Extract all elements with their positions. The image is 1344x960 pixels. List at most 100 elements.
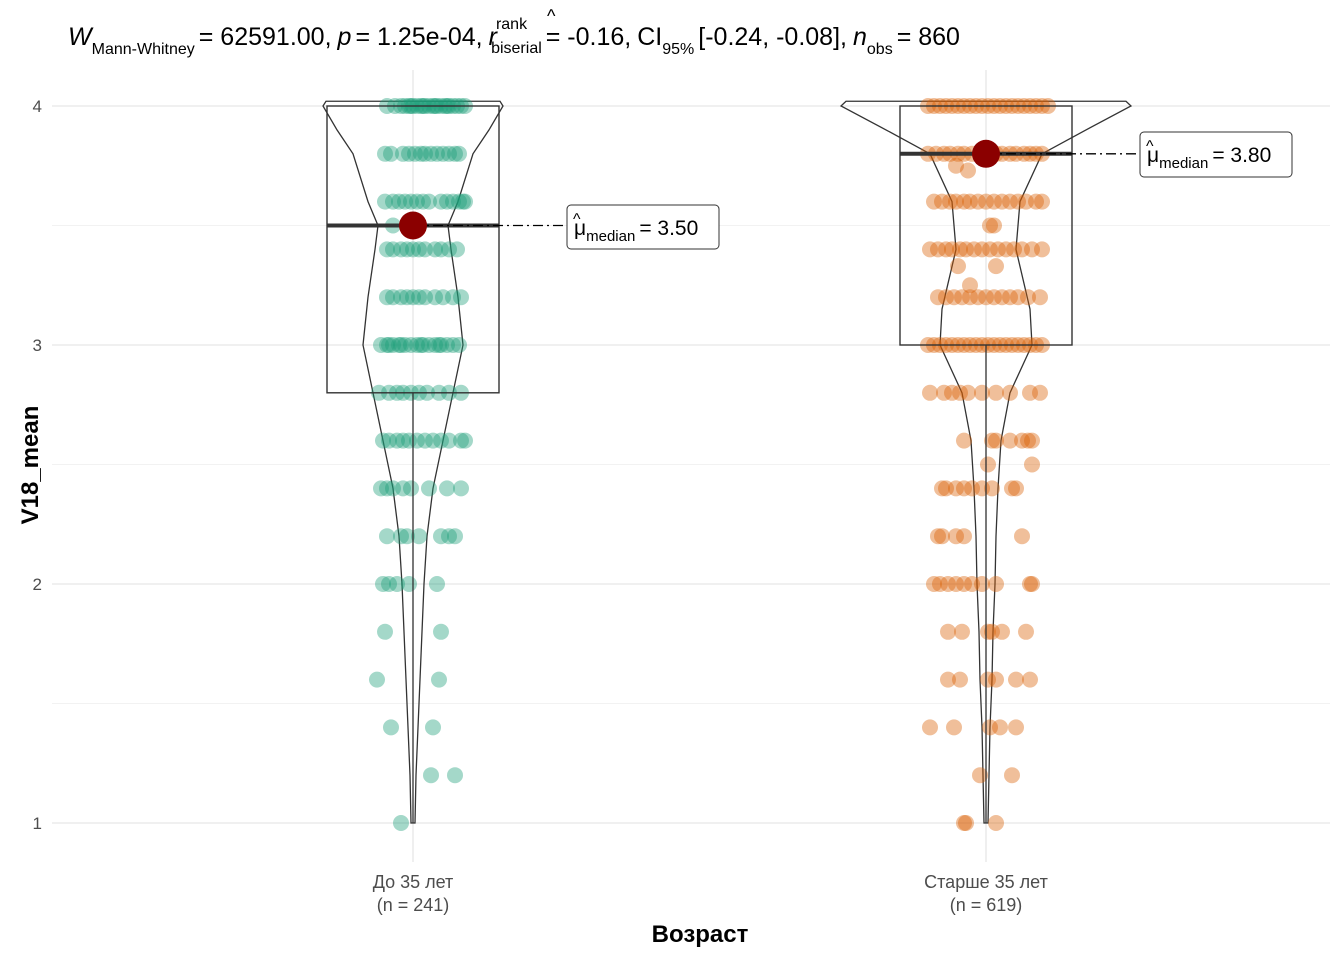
data-point xyxy=(922,241,938,258)
data-point xyxy=(393,528,409,545)
data-point xyxy=(395,480,411,497)
x-tick-n-group1: (n = 241) xyxy=(377,895,450,915)
data-point xyxy=(1008,719,1024,736)
data-point xyxy=(948,576,964,592)
data-point xyxy=(433,337,449,353)
chart-title: WMann-Whitney = 62591.00, p = 1.25e-04, rran… xyxy=(68,16,960,58)
data-point xyxy=(429,145,445,162)
data-point xyxy=(988,432,1004,449)
data-point xyxy=(952,384,968,401)
x-tick-label-group2: Старше 35 лет xyxy=(924,872,1048,892)
data-point xyxy=(984,480,1000,497)
data-point xyxy=(385,241,401,258)
data-point xyxy=(423,767,439,784)
violin-outline xyxy=(839,100,1133,824)
data-point xyxy=(421,337,437,353)
data-point xyxy=(1004,767,1020,784)
x-tick-n-group2: (n = 619) xyxy=(950,895,1023,915)
data-point xyxy=(988,258,1004,275)
data-point xyxy=(1022,671,1038,688)
data-point xyxy=(1022,576,1038,592)
data-point xyxy=(379,241,395,258)
data-point xyxy=(407,145,423,162)
violins xyxy=(322,100,1133,824)
data-point xyxy=(926,193,942,210)
data-point xyxy=(948,528,964,545)
data-point xyxy=(972,767,988,784)
data-point xyxy=(956,576,972,592)
data-point xyxy=(441,432,457,449)
data-point xyxy=(956,193,972,210)
data-point xyxy=(970,289,986,306)
data-point xyxy=(1008,671,1024,688)
data-point xyxy=(950,258,966,275)
data-point xyxy=(974,241,990,258)
data-point xyxy=(425,719,441,736)
data-point xyxy=(383,145,399,162)
data-point xyxy=(369,671,385,688)
data-point xyxy=(940,623,956,640)
data-point xyxy=(962,277,978,294)
data-point xyxy=(409,193,425,210)
data-point xyxy=(952,241,968,258)
data-point xyxy=(998,241,1014,258)
data-point xyxy=(421,480,437,497)
data-point xyxy=(954,289,970,306)
data-point xyxy=(948,193,964,210)
data-point xyxy=(1028,193,1044,210)
data-point xyxy=(413,145,429,162)
data-point xyxy=(956,528,972,545)
data-point xyxy=(1002,384,1018,401)
median-label-text: μmedian = 3.80 xyxy=(1147,144,1271,172)
data-point xyxy=(1014,432,1030,449)
data-point xyxy=(457,432,473,449)
data-point xyxy=(451,193,467,210)
data-point xyxy=(958,241,974,258)
data-point xyxy=(399,289,415,306)
data-point xyxy=(988,384,1004,401)
data-point xyxy=(403,193,419,210)
data-point xyxy=(435,145,451,162)
data-point xyxy=(381,576,397,592)
data-point xyxy=(393,337,409,353)
data-point xyxy=(962,289,978,306)
data-point xyxy=(944,384,960,401)
data-point xyxy=(385,193,401,210)
data-point xyxy=(397,193,413,210)
data-point xyxy=(938,241,954,258)
data-point xyxy=(393,241,409,258)
data-point xyxy=(994,623,1010,640)
data-point xyxy=(449,241,465,258)
data-point xyxy=(984,432,1000,449)
data-point xyxy=(403,337,419,353)
data-point xyxy=(1018,623,1034,640)
data-point xyxy=(433,528,449,545)
data-point xyxy=(982,217,998,234)
mu-hat-accent: ^ xyxy=(1146,138,1154,155)
data-point xyxy=(1024,456,1040,473)
data-point xyxy=(930,528,946,545)
data-point xyxy=(415,193,431,210)
data-point xyxy=(453,480,469,497)
data-point xyxy=(1002,432,1018,449)
data-point xyxy=(960,162,976,179)
data-point xyxy=(962,193,978,210)
data-point xyxy=(391,337,407,353)
median-point xyxy=(972,139,1000,168)
data-point xyxy=(403,480,419,497)
data-point xyxy=(445,193,461,210)
data-point xyxy=(934,193,950,210)
data-point xyxy=(375,576,391,592)
data-point xyxy=(1004,480,1020,497)
data-point xyxy=(980,671,996,688)
data-point xyxy=(411,528,427,545)
data-point xyxy=(411,289,427,306)
median-label-text: μmedian = 3.50 xyxy=(574,217,698,245)
data-point xyxy=(1008,480,1024,497)
data-point xyxy=(441,241,457,258)
data-point xyxy=(988,576,1004,592)
data-point xyxy=(926,576,942,592)
data-point xyxy=(455,193,471,210)
data-point xyxy=(413,337,429,353)
